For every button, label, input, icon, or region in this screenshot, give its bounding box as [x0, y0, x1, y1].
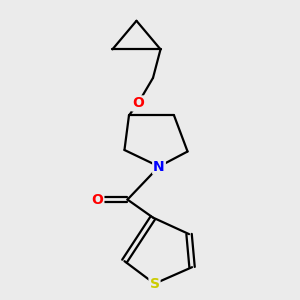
- Text: S: S: [149, 277, 160, 291]
- Text: O: O: [92, 193, 104, 207]
- Text: O: O: [132, 96, 144, 110]
- Text: N: N: [153, 160, 165, 173]
